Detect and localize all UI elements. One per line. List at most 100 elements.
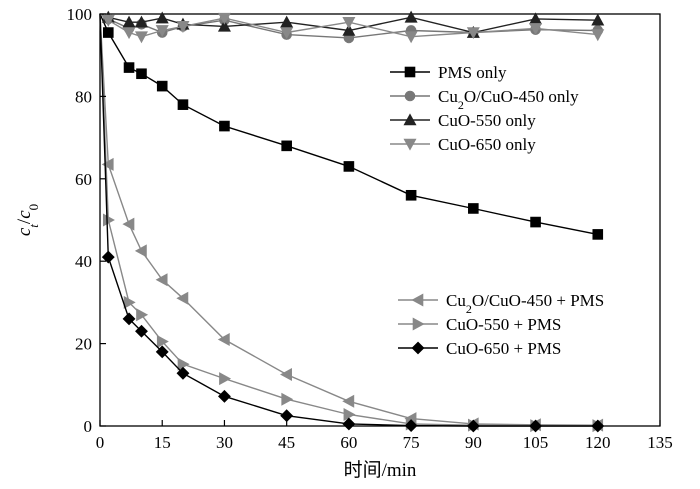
data-point [135, 324, 148, 338]
y-tick-label: 100 [67, 5, 93, 24]
data-point [591, 13, 605, 26]
data-point [122, 27, 136, 40]
data-point [343, 407, 356, 421]
x-tick-label: 30 [216, 433, 233, 452]
data-point [177, 357, 190, 371]
legend-label: Cu2O/CuO-450 only [438, 87, 579, 112]
series-3 [99, 12, 605, 44]
data-point [122, 312, 136, 326]
data-point [281, 140, 292, 152]
x-tick-label: 105 [523, 433, 549, 452]
legend-label-part: PMS only [438, 63, 507, 82]
legend-item: CuO-550 only [390, 111, 536, 130]
y-title-c: c [14, 227, 35, 236]
legend-label-part: CuO-650 + PMS [446, 339, 561, 358]
series-layer [99, 10, 605, 433]
plot-area [99, 13, 661, 427]
legend-marker [403, 113, 417, 126]
legend-label: CuO-550 + PMS [446, 315, 561, 334]
legend-item: Cu2O/CuO-450 + PMS [398, 291, 604, 316]
data-point [343, 161, 355, 172]
legend-label-part: O/CuO-450 only [464, 87, 579, 106]
data-point [219, 372, 232, 386]
series-6 [99, 13, 605, 433]
legend-label: CuO-550 only [438, 111, 536, 130]
data-point [176, 21, 190, 33]
data-point [101, 250, 115, 264]
legend-label-part: Cu [446, 291, 466, 310]
x-tick-label: 75 [403, 433, 420, 452]
data-point [280, 27, 294, 40]
x-tick-label: 90 [465, 433, 482, 452]
data-point [217, 332, 230, 346]
data-point [155, 345, 169, 359]
data-point [466, 27, 480, 40]
data-point [342, 16, 356, 29]
y-tick-label: 60 [75, 170, 92, 189]
x-axis-title: 时间/min [344, 459, 417, 481]
data-point [280, 367, 292, 382]
legend-marker [412, 317, 425, 331]
data-point [280, 15, 294, 28]
data-point [218, 389, 231, 403]
legend-label-part: CuO-650 only [438, 135, 536, 154]
data-point [134, 31, 148, 44]
series-2 [99, 10, 605, 38]
x-tick-label: 45 [278, 433, 295, 452]
legend-label-part: Cu [438, 87, 458, 106]
data-point [217, 19, 231, 32]
data-point [280, 409, 294, 423]
data-point [155, 25, 169, 38]
data-point [404, 31, 418, 44]
y-tick-label: 0 [84, 417, 93, 436]
data-point [468, 203, 479, 214]
data-point [101, 157, 114, 171]
y-axis-title: ct/c0 [14, 204, 41, 236]
y-title-sub-t: t [26, 224, 41, 228]
y-title-slash: / [14, 218, 35, 224]
legend-marker [404, 90, 416, 102]
legend-marker [411, 293, 424, 307]
data-point [134, 15, 148, 28]
legend-label: CuO-650 + PMS [446, 339, 561, 358]
series-4 [99, 13, 604, 432]
data-point [529, 23, 543, 36]
y-tick-label: 80 [75, 87, 92, 106]
data-point [530, 216, 541, 228]
x-tick-label: 135 [647, 433, 673, 452]
data-point [123, 62, 135, 73]
data-point [155, 11, 169, 24]
data-point [156, 335, 169, 349]
data-point [176, 291, 189, 305]
legend-label-part: 2 [458, 98, 464, 112]
data-point [101, 14, 115, 27]
x-tick-label: 60 [340, 433, 357, 452]
data-point [136, 68, 147, 80]
plot-frame [99, 13, 661, 427]
data-point [122, 15, 136, 28]
data-point [156, 80, 168, 92]
y-title-c: c [14, 210, 35, 219]
data-point [404, 10, 418, 23]
legend-label-part: CuO-550 + PMS [446, 315, 561, 334]
data-point [102, 213, 115, 227]
data-point [591, 29, 605, 42]
legend-item: Cu2O/CuO-450 only [390, 87, 579, 112]
series-0 [99, 13, 604, 240]
legend-item: CuO-650 + PMS [398, 339, 561, 358]
legend-item: CuO-650 only [390, 135, 536, 154]
data-point [177, 99, 189, 110]
legend-item: CuO-550 + PMS [398, 315, 561, 334]
x-tick-label: 120 [585, 433, 611, 452]
legend-label: CuO-650 only [438, 135, 536, 154]
data-point [405, 189, 417, 201]
y-title-sub-0: 0 [26, 204, 41, 211]
legend-marker [404, 66, 416, 78]
data-point [122, 217, 135, 231]
data-point [136, 308, 149, 322]
legend-marker [411, 341, 425, 355]
data-point [342, 23, 356, 36]
legend-label: Cu2O/CuO-450 + PMS [446, 291, 604, 316]
